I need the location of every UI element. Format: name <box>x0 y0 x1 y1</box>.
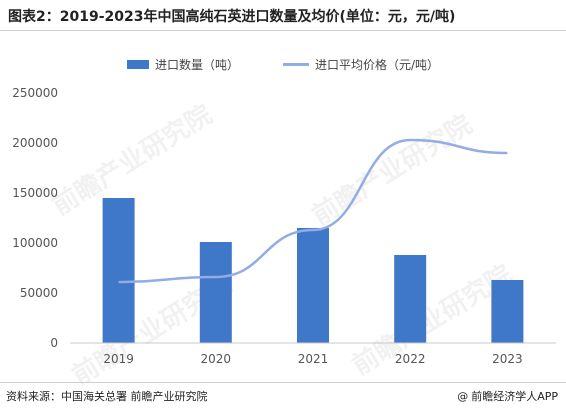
y-axis: 0 50000 100000 150000 200000 250000 <box>12 86 58 350</box>
x-tick-label: 2020 <box>201 352 232 366</box>
legend-item-price: 进口平均价格（元/吨） <box>282 56 440 73</box>
bar-2019 <box>102 198 135 343</box>
bar-series <box>102 198 524 343</box>
legend: 进口数量（吨） 进口平均价格（元/吨） <box>0 56 566 73</box>
y-tick-label: 50000 <box>20 286 58 300</box>
y-tick-label: 100000 <box>12 236 58 250</box>
bar-2022 <box>394 255 427 343</box>
y-tick-label: 0 <box>50 336 58 350</box>
source-note: 资料来源：中国海关总署 前瞻产业研究院 <box>6 390 208 403</box>
footer-divider <box>0 382 566 383</box>
legend-label-price: 进口平均价格（元/吨） <box>314 58 440 72</box>
legend-item-quantity: 进口数量（吨） <box>126 56 239 73</box>
legend-swatch-bar <box>126 60 149 69</box>
y-tick-label: 250000 <box>12 86 58 100</box>
x-tick-label: 2023 <box>492 352 523 366</box>
bar-2021 <box>297 228 329 343</box>
x-tick-label: 2022 <box>395 352 426 366</box>
bar-2023 <box>491 280 524 343</box>
brand-name: 前瞻经济学人APP <box>471 390 558 403</box>
brand-credit: @ 前瞻经济学人APP <box>457 388 558 404</box>
price-line <box>118 138 508 284</box>
copyright-symbol: @ <box>457 389 469 403</box>
y-tick-label: 150000 <box>12 186 58 200</box>
x-tick-label: 2021 <box>298 352 329 366</box>
bar-2020 <box>199 242 232 343</box>
legend-swatch-line <box>282 63 309 66</box>
x-tick-label: 2019 <box>103 352 134 366</box>
chart-title: 图表2：2019-2023年中国高纯石英进口数量及均价(单位：元，元/吨) <box>8 9 456 25</box>
title-divider <box>0 30 566 31</box>
legend-label-quantity: 进口数量（吨） <box>154 58 239 72</box>
x-axis: 2019 2020 2021 2022 2023 <box>103 352 522 366</box>
y-tick-label: 200000 <box>12 136 58 150</box>
